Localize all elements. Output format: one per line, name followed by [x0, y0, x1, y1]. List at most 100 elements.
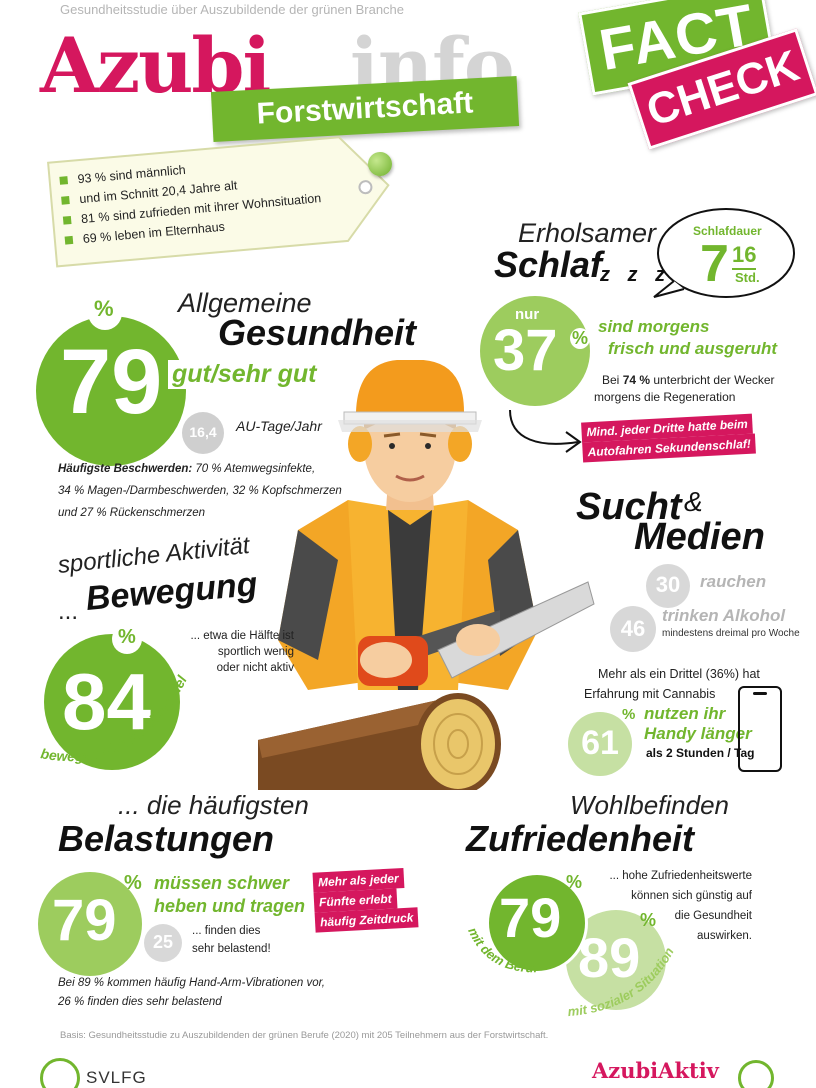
wellbeing-social-label: mit sozialer Situation — [567, 945, 677, 1019]
arrow-icon — [509, 409, 582, 453]
wellbeing-note-line: können sich günstig auf — [631, 890, 752, 902]
complaints-text: Häufigste Beschwerden: 70 % Atemwegsinfe… — [58, 458, 342, 524]
stress-alert-line: häufig Zeitdruck — [314, 907, 419, 933]
cannabis-line: Mehr als ein Drittel (36%) hat — [598, 667, 760, 681]
handy-label: nutzen ihr Handy länger — [644, 704, 752, 744]
svlfg-emblem-icon — [40, 1058, 80, 1088]
azubiaktiv-text: AzubiAktiv — [592, 1058, 719, 1083]
movement-curved-text: bewegen sich im Alltag viel — [40, 672, 191, 764]
sleep-fraction: 16 — [732, 242, 757, 270]
sleep-label: sind morgens frisch und ausgeruht — [598, 316, 777, 360]
sleep-circle — [480, 296, 590, 406]
stress-label-line: heben und tragen — [154, 896, 306, 916]
stress-small-line: sehr belastend! — [192, 943, 271, 955]
handy-sub: als 2 Stunden / Tag — [646, 746, 755, 760]
bullet-square-icon — [61, 196, 70, 205]
vibration-line: 26 % finden dies sehr belastend — [58, 996, 222, 1008]
health-percent-badge — [88, 296, 122, 330]
movement-circle — [44, 634, 180, 770]
stress-label-line: müssen schwer — [154, 873, 290, 893]
handy-value: 61 — [581, 724, 619, 762]
movement-percent-badge — [112, 624, 142, 654]
svlfg-text: SVLFG — [86, 1068, 147, 1087]
smartphone-icon — [738, 686, 782, 772]
azubiaktiv-emblem-icon — [738, 1060, 774, 1088]
au-circle — [182, 412, 224, 454]
forest-worker-illustration — [258, 360, 595, 790]
handy-percent-sign: % — [622, 706, 636, 723]
wellbeing-job-percent-sign: % — [566, 872, 583, 892]
svlfg-logo: SVLFG — [40, 1056, 200, 1088]
cannabis-text: Mehr als ein Drittel (36%) hat Erfahrung… — [584, 664, 760, 704]
stress-title-light: ... die häufigsten — [118, 790, 309, 820]
stress-value: 79 — [52, 888, 117, 953]
sleep-label-line: frisch und ausgeruht — [608, 339, 778, 358]
stress-percent-sign: % — [124, 872, 142, 894]
movement-curved-label: bewegen sich im Alltag viel — [40, 672, 191, 764]
wellbeing-job-circle — [486, 872, 588, 974]
movement-note-line: ... etwa die Hälfte ist — [190, 630, 294, 642]
wellbeing-note-line: ... hohe Zufriedenheitswerte — [609, 870, 752, 882]
health-percent-sign: % — [94, 296, 114, 321]
sleep-z-icons: z z z — [600, 264, 672, 286]
footer-basis: Basis: Gesundheitsstudie zu Auszubildend… — [60, 1030, 549, 1041]
wellbeing-title-light: Wohlbefinden — [570, 790, 729, 820]
movement-note-line: sportlich wenig — [217, 646, 294, 658]
sleep-nur: nur — [515, 306, 540, 323]
handy-label-line: nutzen ihr — [644, 704, 726, 723]
movement-note-line: oder nicht aktiv — [216, 662, 294, 674]
health-label: gut/sehr gut — [168, 360, 321, 389]
wecker-line: morgens die Regeneration — [594, 390, 736, 404]
health-title-light: Allgemeine — [178, 288, 312, 318]
wecker-text: Bei 74 % unterbricht der Wecker morgens … — [594, 372, 775, 406]
fact-check-stamp: FACT CHECK — [576, 0, 816, 150]
sleep-unit: Std. — [735, 270, 760, 285]
stress-alert: Mehr als jeder Fünfte erlebt häufig Zeit… — [312, 867, 419, 933]
sleep-alert: Mind. jeder Dritte hatte beim Autofahren… — [581, 413, 757, 463]
media-title-sucht: Sucht — [576, 486, 682, 528]
header-subtitle: Gesundheitsstudie über Auszubildende der… — [60, 2, 405, 17]
sleep-label-line: sind morgens — [598, 317, 710, 336]
health-title-bold: Gesundheit — [218, 312, 417, 353]
smoke-circle — [646, 564, 690, 608]
svg-text:mit sozialer Situation: mit sozialer Situation — [567, 945, 677, 1019]
stress-title-bold: Belastungen — [58, 818, 275, 859]
alcohol-circle — [610, 606, 656, 652]
alcohol-value: 46 — [620, 616, 646, 641]
movement-note: ... etwa die Hälfte ist sportlich wenig … — [182, 628, 294, 676]
wecker-line: Bei 74 % unterbricht der Wecker — [602, 373, 775, 387]
vibration-line: Bei 89 % kommen häufig Hand-Arm-Vibratio… — [58, 977, 325, 989]
wellbeing-job-label: mit dem Beruf — [465, 925, 539, 976]
complaints-lead: Häufigste Beschwerden: — [58, 463, 193, 475]
tag-shape — [47, 136, 390, 268]
stress-small-value: 25 — [152, 932, 174, 952]
wellbeing-note-line: die Gesundheit — [674, 910, 752, 922]
svg-text:mit dem Beruf: mit dem Beruf — [465, 925, 539, 976]
alcohol-sub: mindestens dreimal pro Woche — [662, 628, 800, 639]
bullet-square-icon — [59, 176, 69, 185]
stress-small-circle — [144, 924, 182, 962]
au-value: 16,4 — [189, 424, 217, 440]
alcohol-label: trinken Alkohol — [662, 606, 786, 625]
azubiaktiv-logo: AzubiAktiv — [592, 1054, 792, 1088]
movement-title-prefix: ... — [58, 598, 79, 625]
sleep-hours: 7 — [700, 235, 729, 293]
au-label: AU-Tage/Jahr — [236, 418, 322, 434]
wellbeing-social-percent-sign: % — [640, 910, 657, 930]
media-title-medien: Medien — [634, 516, 765, 558]
complaints-line: 34 % Magen-/Darmbeschwerden, 32 % Kopfsc… — [58, 485, 342, 497]
handy-label-line: Handy länger — [644, 724, 752, 743]
smoke-label: rauchen — [700, 572, 767, 591]
media-title-amp: & — [684, 486, 703, 517]
sleep-title-light: Erholsamer — [518, 218, 657, 248]
cannabis-line: Erfahrung mit Cannabis — [584, 687, 716, 701]
svg-text:bewegen sich im Alltag viel: bewegen sich im Alltag viel — [40, 672, 191, 764]
complaints-rest: 70 % Atemwegsinfekte, — [192, 463, 316, 475]
wellbeing-social-curved-label: mit sozialer Situation — [567, 945, 677, 1019]
bullet-square-icon — [64, 235, 74, 245]
wellbeing-note: ... hohe Zufriedenheitswerte können sich… — [560, 866, 752, 946]
stress-small-note: ... finden dies sehr belastend! — [192, 922, 271, 958]
stress-circle — [38, 872, 142, 976]
smartphone-notch — [753, 692, 767, 695]
stress-small-line: ... finden dies — [192, 925, 261, 937]
